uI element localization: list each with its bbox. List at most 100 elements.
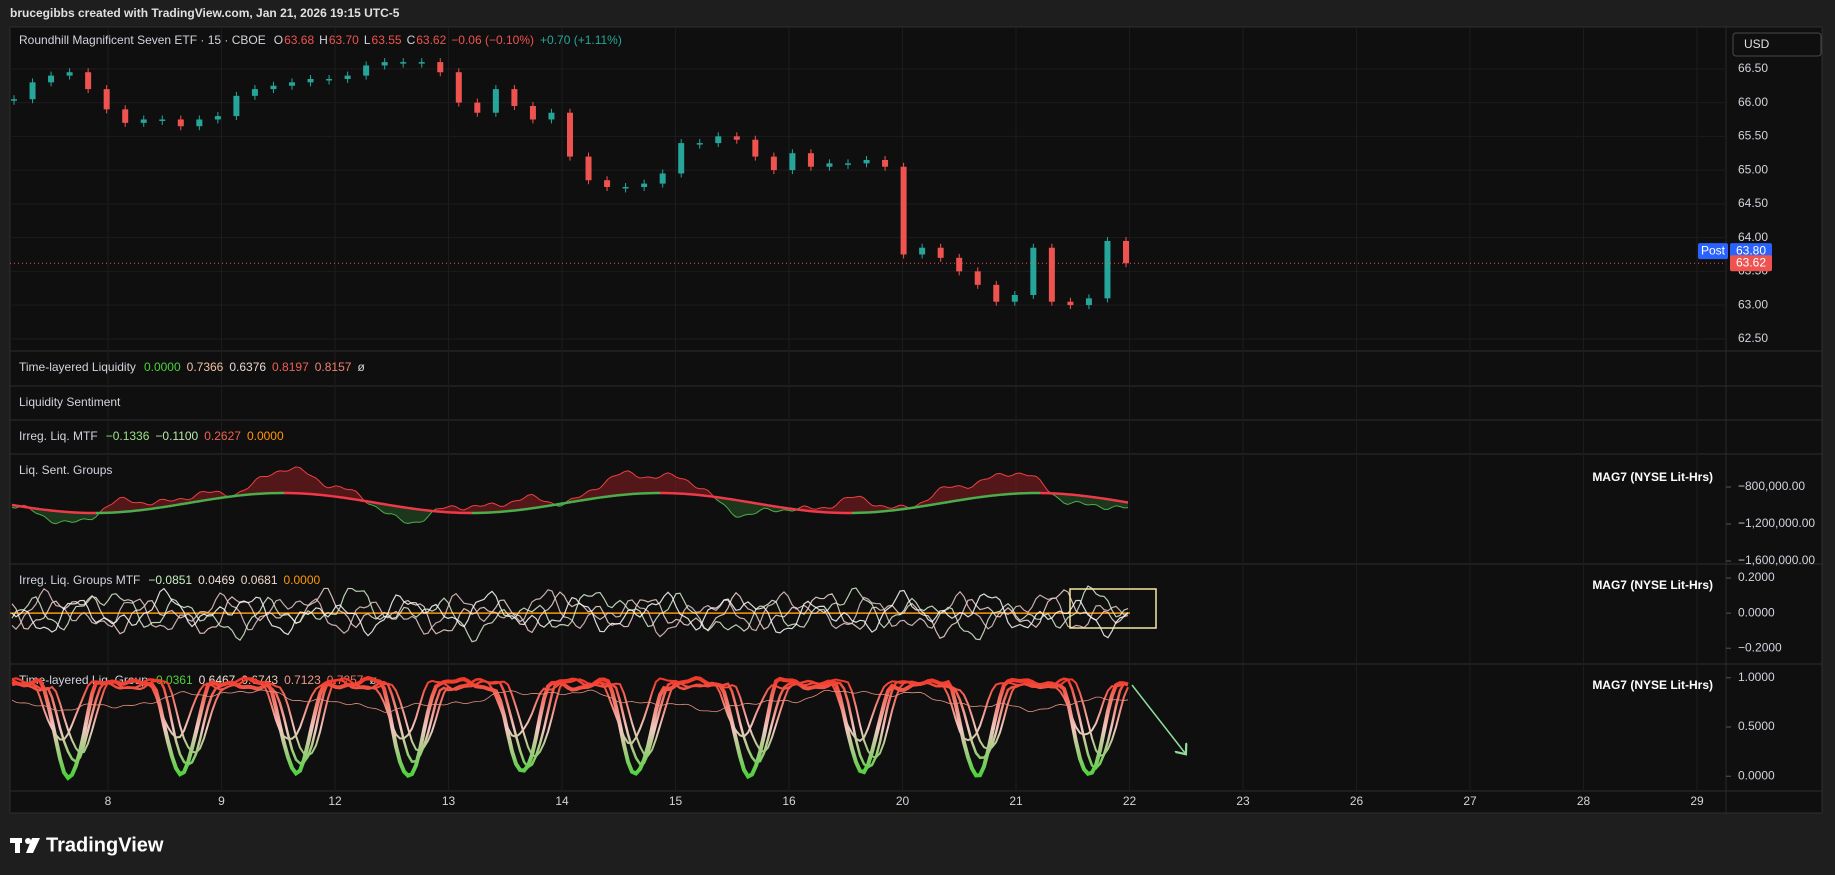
curve-seg [167,504,173,508]
curve-seg [915,505,921,509]
candle [919,247,926,255]
candle [363,65,370,76]
x-tick-label: 14 [555,794,569,808]
pane-value: 0.8197 [272,360,309,374]
currency-button[interactable] [1732,32,1822,57]
curve-seg [483,503,489,507]
curve-seg [995,472,1001,475]
area-fill [208,492,212,500]
curve-seg [1107,498,1113,502]
candle [196,119,203,127]
curve-seg [175,497,181,501]
curve-seg [227,495,233,499]
candle [659,173,666,184]
y-tick-label: 66.00 [1738,95,1768,109]
curve-seg [287,468,293,472]
curve-seg [183,501,189,505]
y-tick-label: 63.00 [1738,297,1768,311]
curve-seg [935,487,941,493]
pane-title: Time-layered Liquidity [19,360,136,374]
curve-seg [999,472,1005,476]
curve-seg [771,504,777,508]
symbol-title: Roundhill Magnificent Seven ETF · 15 · C… [19,33,266,47]
curve-seg [239,489,245,493]
curve-seg [455,506,461,510]
area-fill [964,487,968,500]
curve-seg [963,486,969,489]
candle [140,119,147,123]
pane-title: Liquidity Sentiment [19,395,121,409]
x-tick-label: 15 [669,794,683,808]
curve-seg [459,508,465,511]
curve-seg [331,485,337,488]
curve-seg [75,519,81,523]
curve-seg [1071,500,1077,504]
curve-seg [643,476,649,479]
curve-seg [891,506,897,509]
pane-value: 0.0469 [198,573,235,587]
area-fill [384,504,388,514]
curve-seg [395,514,401,520]
curve-seg [959,498,965,502]
curve-seg [1115,499,1121,503]
curve-seg [1119,499,1125,504]
candle [455,72,462,103]
x-tick-label: 27 [1463,794,1477,808]
curve-seg [851,496,857,499]
curve-seg [583,498,589,502]
area-fill [348,489,352,499]
y-tick-label: 62.50 [1738,331,1768,345]
pane-value: 0.0000 [247,429,284,443]
curve-seg [575,499,581,503]
curve-seg [611,475,617,477]
area-fill [668,472,672,494]
area-fill [744,501,748,516]
curve-seg [787,509,793,512]
curve-seg [99,507,105,513]
curve-seg [159,505,165,509]
curve-seg [191,500,197,504]
area-fill [640,477,644,494]
curve [11,689,1129,713]
curve-seg [19,505,25,509]
curve-seg [367,503,373,506]
candle [289,82,295,86]
area-fill [660,474,664,494]
curve-seg [415,507,421,511]
curve-seg [735,498,741,502]
curve-seg [171,503,177,507]
area-fill [1028,475,1032,494]
curve-seg [803,505,809,508]
curve-seg [195,491,201,496]
curve-seg [567,500,573,504]
area-fill [488,502,492,513]
curve-seg [467,505,473,509]
area-fill [540,499,544,508]
pane-value: 0.2627 [204,429,241,443]
curve-seg [575,496,581,499]
area-fill [1080,495,1084,505]
pane-value: 0.0681 [241,573,278,587]
area-fill [852,496,856,513]
area-fill [424,510,428,521]
area-fill [44,509,48,520]
curve-seg [755,510,761,514]
curve-seg [551,503,557,507]
pane-symbol: MAG7 (NYSE Lit-Hrs) [1592,578,1713,592]
area-fill [456,506,460,513]
curve-seg [939,501,945,505]
curve-seg [1099,506,1105,510]
area-fill [72,512,76,523]
area-fill [1108,499,1112,510]
curve-seg [979,495,985,499]
curve-seg [1063,502,1069,505]
curve-seg [1099,496,1105,500]
currency[interactable]: USD [1744,37,1770,51]
curve-seg [383,512,389,515]
curve-seg [247,483,253,489]
curve-seg [139,501,145,504]
curve-seg [935,502,941,506]
x-tick-label: 23 [1236,794,1250,808]
curve-seg [1023,473,1029,477]
curve-seg [187,498,193,501]
